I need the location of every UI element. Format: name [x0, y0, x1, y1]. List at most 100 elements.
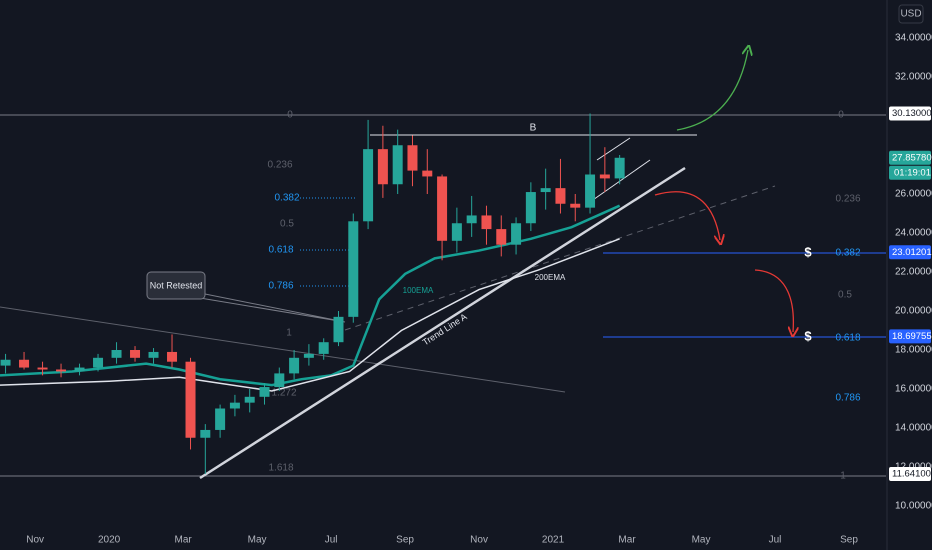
candle-body — [525, 192, 536, 224]
fib-label: 1.272 — [271, 388, 296, 399]
y-tick-label: 22.00000 — [895, 267, 932, 278]
fib-label: 0.5 — [838, 290, 852, 301]
dollar: $ — [804, 244, 812, 259]
price-label-box — [889, 106, 931, 121]
x-tick-label: Mar — [618, 535, 636, 546]
x-tick-label: 2020 — [98, 535, 121, 546]
x-tick-label: Jul — [325, 535, 338, 546]
countdown-box — [889, 165, 931, 180]
candle-body — [377, 149, 388, 185]
y-tick-label: 24.00000 — [895, 228, 932, 239]
candle-body — [614, 157, 625, 179]
price-label: 11.64100 — [892, 469, 931, 480]
candle-body — [437, 176, 448, 241]
candle-body — [274, 373, 285, 388]
y-tick-label: 26.00000 — [895, 189, 932, 200]
candle-body — [570, 203, 581, 208]
channel-line — [596, 137, 631, 161]
y-tick-label: 18.00000 — [895, 345, 932, 356]
candle-body — [289, 357, 300, 374]
candle-body — [56, 369, 67, 372]
price-label: 23.01201 — [892, 247, 932, 258]
candle-body — [318, 342, 329, 354]
y-tick-label: 34.00000 — [895, 33, 932, 44]
candle-body — [363, 149, 374, 222]
label-b: B — [530, 123, 537, 134]
x-tick-label: Mar — [175, 535, 193, 546]
candle-body — [93, 357, 104, 368]
price-label-box — [889, 467, 931, 482]
candle-body — [244, 396, 255, 403]
label-200ema: 200EMA — [535, 273, 566, 282]
price-label: 30.13000 — [892, 108, 932, 119]
fib-label: 0.618 — [835, 333, 860, 344]
candle-body — [200, 429, 211, 438]
candle-body — [481, 215, 492, 230]
price-label: 27.85780 — [892, 152, 932, 163]
candle-body — [422, 170, 433, 177]
dollar: $ — [804, 328, 812, 343]
candle-body — [167, 351, 178, 362]
fib-label: 0.236 — [267, 160, 292, 171]
x-tick-label: 2021 — [542, 535, 565, 546]
candle-body — [585, 174, 596, 208]
y-tick-label: 20.00000 — [895, 306, 932, 317]
arrow-down — [654, 191, 720, 240]
candle-body — [74, 367, 85, 372]
fib-label: 0.5 — [280, 219, 294, 230]
x-tick-label: May — [248, 535, 267, 546]
x-tick-label: May — [692, 535, 711, 546]
fib-label: 0.618 — [268, 245, 293, 256]
candle-body — [511, 223, 522, 245]
arrow-up — [676, 50, 748, 131]
candle-body — [555, 188, 566, 204]
trend-line-a — [199, 166, 686, 480]
fib-label: 1 — [840, 471, 846, 482]
candle-body — [229, 402, 240, 409]
candle-body — [111, 350, 122, 358]
label-100ema: 100EMA — [403, 286, 434, 295]
candle-body — [451, 223, 462, 241]
y-tick-label: 32.00000 — [895, 72, 932, 83]
callout-box — [146, 271, 206, 300]
candle-body — [540, 188, 551, 193]
candle-body — [215, 408, 226, 430]
candle-body — [466, 215, 477, 224]
x-tick-label: Sep — [840, 535, 858, 546]
x-tick-label: Nov — [26, 535, 44, 546]
candle-body — [333, 316, 344, 343]
label-not-retested: Not Retested — [150, 280, 203, 290]
countdown: 01:19:01 — [894, 167, 931, 178]
x-tick-label: Nov — [470, 535, 488, 546]
price-label: 18.69755 — [892, 331, 932, 342]
y-tick-label: 14.00000 — [895, 423, 932, 434]
candle-body — [392, 145, 403, 185]
dashed-line — [344, 185, 776, 331]
candle-body — [348, 221, 359, 317]
candle-body — [130, 350, 141, 358]
currency: USD — [900, 9, 921, 20]
x-tick-label: Jul — [769, 535, 782, 546]
fib-label: 0.382 — [274, 193, 299, 204]
candle-body — [407, 145, 418, 171]
price-label-box — [889, 245, 931, 260]
x-tick-label: Sep — [396, 535, 414, 546]
fib-label: 0.786 — [268, 281, 293, 292]
price-label-box — [889, 329, 931, 344]
arrow-down — [754, 269, 793, 332]
fib-label: 1.618 — [268, 463, 293, 474]
fib-label: 0 — [287, 110, 293, 121]
fib-label: 0.382 — [835, 248, 860, 259]
y-tick-label: 10.00000 — [895, 501, 932, 512]
candle-body — [0, 359, 11, 366]
candle-body — [496, 229, 507, 245]
fib-label: 0.236 — [835, 194, 860, 205]
candle-body — [37, 367, 48, 370]
currency-box — [898, 4, 924, 24]
y-tick-label: 16.00000 — [895, 384, 932, 395]
fib-label: 0.786 — [835, 393, 860, 404]
candle-body — [259, 387, 270, 397]
callout-line — [199, 292, 346, 323]
